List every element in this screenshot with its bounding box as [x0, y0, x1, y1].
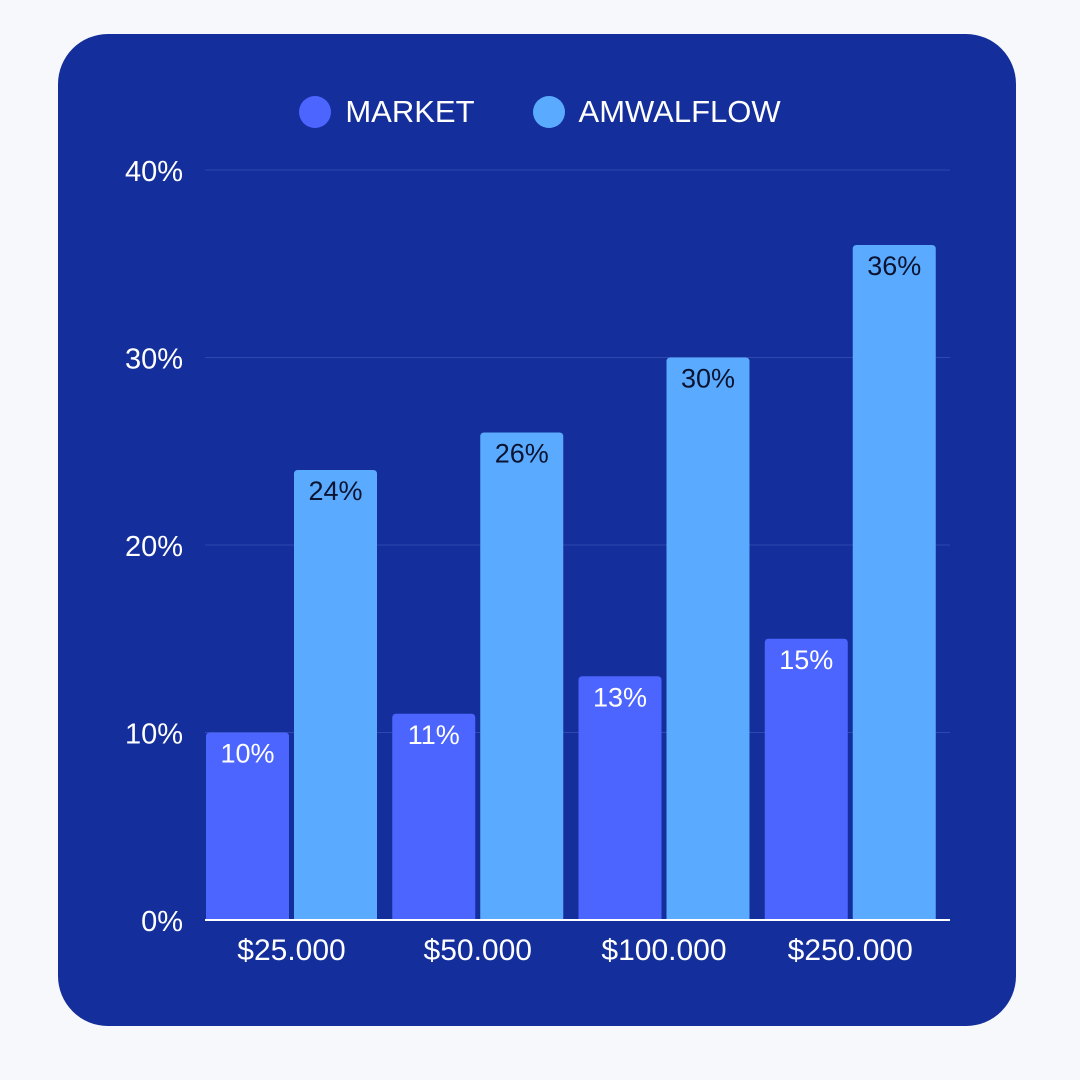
bar-market — [764, 638, 848, 920]
bar-market — [206, 732, 289, 920]
data-label: 36% — [867, 251, 921, 281]
data-label: 26% — [495, 439, 549, 469]
x-tick-label: $250.000 — [788, 934, 913, 967]
y-tick-label: 10% — [125, 719, 183, 751]
y-tick-label: 20% — [125, 531, 183, 563]
bar-amwalflow — [294, 470, 377, 920]
data-label: 15% — [779, 645, 833, 675]
bar-amwalflow — [666, 357, 750, 920]
chart-legend: MARKET AMWALFLOW — [0, 94, 1080, 130]
x-tick-label: $50.000 — [424, 934, 532, 967]
data-label: 30% — [681, 364, 735, 394]
legend-item-amwalflow: AMWALFLOW — [532, 94, 781, 130]
x-tick-label: $100.000 — [601, 934, 726, 967]
y-tick-label: 0% — [141, 906, 183, 938]
bar-market — [392, 713, 476, 920]
legend-item-market: MARKET — [299, 94, 475, 130]
data-label: 24% — [308, 476, 362, 506]
data-label: 11% — [408, 720, 460, 750]
x-tick-label: $25.000 — [237, 934, 345, 967]
legend-label-market: MARKET — [345, 94, 475, 129]
bar-market — [578, 676, 662, 920]
bar-amwalflow — [852, 245, 936, 920]
legend-label-amwalflow: AMWALFLOW — [578, 94, 781, 129]
bar-amwalflow — [480, 432, 564, 920]
y-tick-label: 40% — [125, 156, 183, 188]
legend-swatch-market — [299, 96, 332, 128]
y-tick-label: 30% — [125, 344, 183, 376]
legend-swatch-amwalflow — [532, 96, 565, 128]
data-label: 13% — [593, 682, 647, 712]
data-label: 10% — [220, 739, 274, 769]
